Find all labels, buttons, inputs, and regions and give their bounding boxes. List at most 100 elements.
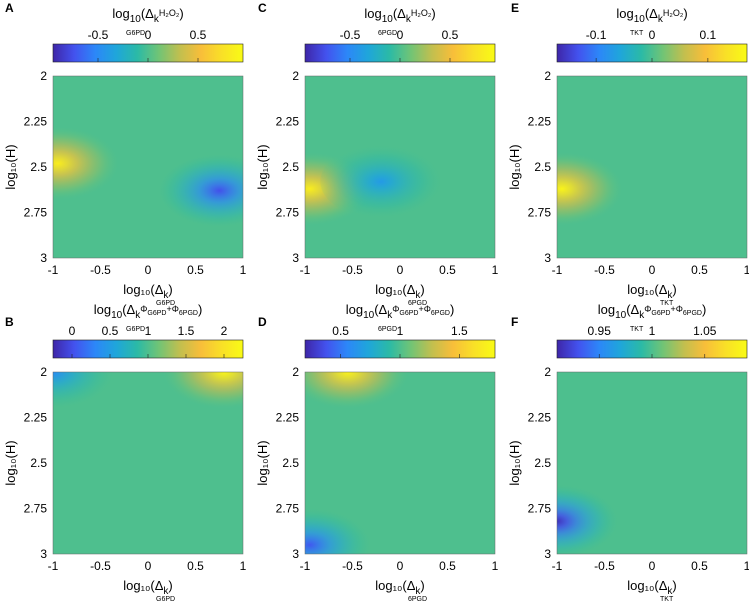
colorbar-tick-label: 0.5	[332, 324, 349, 338]
x-tick-label: -1	[552, 263, 563, 277]
y-tick-label: 2.25	[276, 115, 300, 129]
y-tick-label: 2.5	[282, 160, 299, 174]
x-axis-label: log₁₀(Δk)	[123, 282, 173, 301]
heatmap-trough	[305, 508, 371, 554]
x-tick-label: 0.5	[187, 263, 204, 277]
heatmap-peak	[53, 126, 119, 200]
x-tick-label: 0.5	[691, 263, 708, 277]
heatmap-peak	[163, 372, 243, 409]
heatmap-trough	[320, 145, 442, 218]
y-tick-label: 2	[40, 69, 47, 83]
x-tick-label: 1	[240, 263, 247, 277]
plot-frame	[304, 75, 496, 259]
colorbar-tick-label: -0.5	[88, 28, 109, 42]
heatmap-trough	[158, 154, 243, 228]
x-axis-label: log₁₀(Δk)	[375, 578, 425, 597]
x-tick-label: -1	[48, 263, 59, 277]
y-tick-label: 2.5	[30, 456, 47, 470]
y-axis-label: log₁₀(H)	[3, 440, 18, 485]
colorbar-label-k-subscript: 6PGD	[378, 326, 397, 333]
x-tick-label: 0	[145, 559, 152, 573]
colorbar-tick-label: 1	[145, 324, 152, 338]
colorbar-tick-label: 0.5	[190, 28, 207, 42]
y-tick-label: 2	[40, 365, 47, 379]
colorbar-label: log10(ΔkH₂O₂)	[112, 6, 183, 25]
colorbar-tick-label: 1	[649, 324, 656, 338]
colorbar-tick-label: 0.1	[700, 28, 717, 42]
x-axis-label-k-subscript: TKT	[660, 596, 674, 603]
y-tick-label: 2.5	[534, 160, 551, 174]
colorbar-tick-label: -0.5	[340, 28, 361, 42]
panel-letter: E	[511, 1, 519, 15]
y-tick-label: 2.25	[276, 411, 300, 425]
y-tick-label: 2.25	[24, 411, 48, 425]
heatmap-peak	[305, 372, 409, 409]
x-axis-label: log₁₀(Δk)	[375, 282, 425, 301]
y-tick-label: 2	[544, 69, 551, 83]
colorbar-tick-label: 0	[649, 28, 656, 42]
y-tick-label: 2.25	[528, 115, 552, 129]
x-tick-label: -0.5	[342, 559, 363, 573]
y-axis-label: log₁₀(H)	[3, 144, 18, 189]
y-tick-label: 2.75	[24, 502, 48, 516]
y-tick-label: 3	[40, 547, 47, 561]
panel-letter: A	[5, 1, 14, 15]
colorbar-tick-label: 0	[397, 28, 404, 42]
colorbar-label: log10(ΔkΦG6PD+Φ6PGD)	[598, 302, 707, 321]
y-tick-label: 2	[292, 365, 299, 379]
x-tick-label: 1	[744, 559, 749, 573]
colorbar-tick-label: 0.5	[442, 28, 459, 42]
x-axis-label: log₁₀(Δk)	[627, 578, 677, 597]
x-axis-label-k-subscript: G6PD	[156, 596, 175, 603]
x-tick-label: -1	[300, 559, 311, 573]
plot-frame	[556, 75, 748, 259]
x-tick-label: 0	[649, 559, 656, 573]
y-tick-label: 2.5	[534, 456, 551, 470]
colorbar-tick-label: 0	[69, 324, 76, 338]
x-tick-label: 0	[649, 263, 656, 277]
colorbar-label-k-subscript: 6PGD	[378, 30, 397, 37]
colorbar-label-k-subscript: TKT	[630, 326, 644, 333]
plot-frame	[52, 75, 244, 259]
panel-letter: C	[258, 1, 267, 15]
colorbar-tick-label: 1.5	[178, 324, 195, 338]
x-tick-label: 0.5	[439, 263, 456, 277]
colorbar-label: log10(ΔkH₂O₂)	[616, 6, 687, 25]
x-axis-label-k-subscript: 6PGD	[408, 596, 427, 603]
colorbar-tick-label: 1.05	[693, 324, 717, 338]
x-tick-label: 1	[492, 263, 499, 277]
x-tick-label: 0.5	[691, 559, 708, 573]
x-tick-label: -0.5	[90, 559, 111, 573]
panel-letter: F	[511, 315, 518, 329]
panel-letter: D	[258, 315, 267, 329]
x-tick-label: 0	[397, 263, 404, 277]
y-tick-label: 2.75	[276, 502, 300, 516]
y-axis-label: log₁₀(H)	[507, 144, 522, 189]
colorbar-tick-label: 2	[221, 324, 228, 338]
y-axis-label: log₁₀(H)	[255, 440, 270, 485]
y-tick-label: 2.75	[528, 502, 552, 516]
heatmap-trough	[557, 484, 618, 554]
y-tick-label: 3	[292, 251, 299, 265]
panel-letter: B	[5, 315, 14, 329]
x-tick-label: 1	[240, 559, 247, 573]
plot-frame	[304, 371, 496, 555]
colorbar-label-k-subscript: G6PD	[126, 326, 145, 333]
heatmap-peak	[557, 152, 623, 226]
x-tick-label: 0	[145, 263, 152, 277]
colorbar-label: log10(ΔkH₂O₂)	[364, 6, 435, 25]
x-axis-label: log₁₀(Δk)	[627, 282, 677, 301]
y-tick-label: 2.25	[528, 411, 552, 425]
x-tick-label: -0.5	[594, 263, 615, 277]
colorbar-tick-label: 0.5	[102, 324, 119, 338]
x-tick-label: 0.5	[187, 559, 204, 573]
y-tick-label: 2.25	[24, 115, 48, 129]
plot-frame	[556, 371, 748, 555]
y-tick-label: 2.5	[30, 160, 47, 174]
x-tick-label: -0.5	[90, 263, 111, 277]
